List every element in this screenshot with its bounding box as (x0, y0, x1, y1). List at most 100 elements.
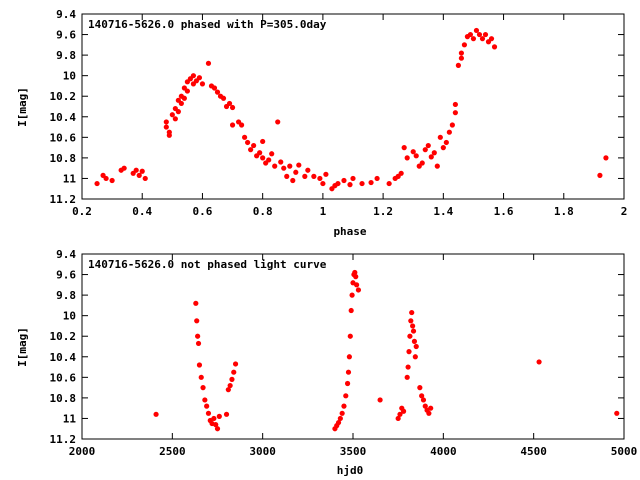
data-point (348, 307, 354, 314)
data-point (410, 149, 416, 155)
data-point (410, 323, 416, 329)
data-point (346, 354, 352, 360)
data-point (335, 419, 342, 426)
data-point (193, 300, 199, 306)
y-tick-label: 10 (63, 70, 76, 83)
tick-group: 0.2 0.4 0.6 0.8 1 1.2 1.4 1.6 1.8 29.49.69.81010.… (50, 8, 628, 218)
data-point (413, 153, 419, 159)
data-point (94, 180, 100, 187)
data-point (422, 147, 428, 153)
data-point (272, 163, 278, 169)
data-point (437, 134, 443, 140)
x-tick-label: 1 (320, 205, 327, 218)
data-point (213, 422, 219, 428)
y-tick-label: 11 (63, 172, 77, 185)
data-point (142, 175, 148, 182)
data-point (136, 172, 142, 178)
data-point (178, 100, 184, 107)
y-tick-label: 9.8 (56, 289, 76, 302)
data-point (163, 119, 169, 125)
data-point (251, 142, 257, 149)
data-point (354, 282, 360, 288)
data-point (266, 157, 272, 163)
data-point (211, 415, 217, 422)
data-point (220, 95, 227, 101)
data-point (425, 142, 431, 149)
data-point (407, 333, 413, 339)
data-point (404, 155, 410, 161)
x-tick-label: 0.8 (253, 205, 273, 218)
data-point (452, 110, 458, 116)
data-point (473, 27, 480, 34)
x-tick-label: 1.4 (433, 205, 453, 218)
data-point (317, 175, 323, 182)
x-tick-label: 3500 (340, 445, 367, 458)
data-point (359, 180, 365, 187)
data-point (242, 134, 248, 140)
x-tick-label: 5000 (611, 445, 638, 458)
data-point (434, 163, 440, 169)
data-point (419, 393, 425, 399)
data-point (293, 169, 299, 175)
data-point (269, 151, 275, 157)
data-point (204, 403, 210, 409)
data-point (428, 154, 434, 160)
data-point (216, 413, 222, 419)
data-points (94, 27, 609, 192)
data-point (470, 36, 477, 42)
data-point (311, 173, 317, 179)
data-point (290, 177, 296, 184)
data-point (153, 411, 159, 417)
y-tick-label: 10.2 (50, 330, 77, 343)
data-point (452, 101, 458, 108)
tick-group: 2000 2500 3000 3500 4000 4500 5000 9.4 9.6 9.8 10 1… (50, 248, 638, 458)
data-point (449, 122, 455, 128)
data-point (181, 95, 187, 101)
data-point (287, 163, 293, 169)
data-point (335, 180, 341, 187)
data-point (406, 349, 412, 355)
y-tick-label: 10.8 (50, 392, 77, 405)
data-point (166, 129, 172, 135)
x-axis-label: phase (333, 225, 366, 238)
data-point (410, 328, 417, 334)
data-point (223, 411, 230, 417)
x-tick-label: 1.6 (494, 205, 514, 218)
data-point (190, 73, 197, 79)
data-point (479, 36, 486, 42)
data-point (202, 397, 208, 403)
data-point (413, 343, 419, 350)
y-tick-label: 9.8 (56, 49, 76, 62)
data-point (205, 60, 212, 66)
y-tick-label: 9.4 (56, 248, 76, 261)
data-point (260, 155, 266, 161)
data-point (184, 88, 190, 94)
data-point (195, 340, 202, 347)
y-tick-label: 10.6 (50, 371, 77, 384)
data-point (350, 175, 356, 182)
y-tick-label: 10.4 (50, 351, 77, 364)
data-point (386, 180, 392, 187)
data-point (305, 167, 311, 173)
data-point (614, 410, 620, 416)
x-tick-label: 0.6 (193, 205, 213, 218)
x-tick-label: 2000 (69, 445, 96, 458)
y-tick-label: 9.6 (56, 269, 76, 282)
data-point (417, 385, 423, 391)
y-tick-label: 10.2 (50, 90, 77, 103)
data-point (401, 145, 407, 151)
data-point (395, 415, 401, 422)
data-point (302, 173, 308, 179)
data-point (491, 44, 498, 50)
data-point (214, 426, 221, 432)
data-point (121, 165, 127, 171)
data-point (281, 165, 287, 171)
data-point (133, 167, 139, 173)
y-tick-label: 9.4 (56, 8, 76, 21)
data-point (238, 122, 245, 128)
x-tick-label: 2500 (159, 445, 186, 458)
x-tick-label: 3000 (249, 445, 276, 458)
data-point (405, 364, 411, 370)
data-point (597, 172, 603, 178)
